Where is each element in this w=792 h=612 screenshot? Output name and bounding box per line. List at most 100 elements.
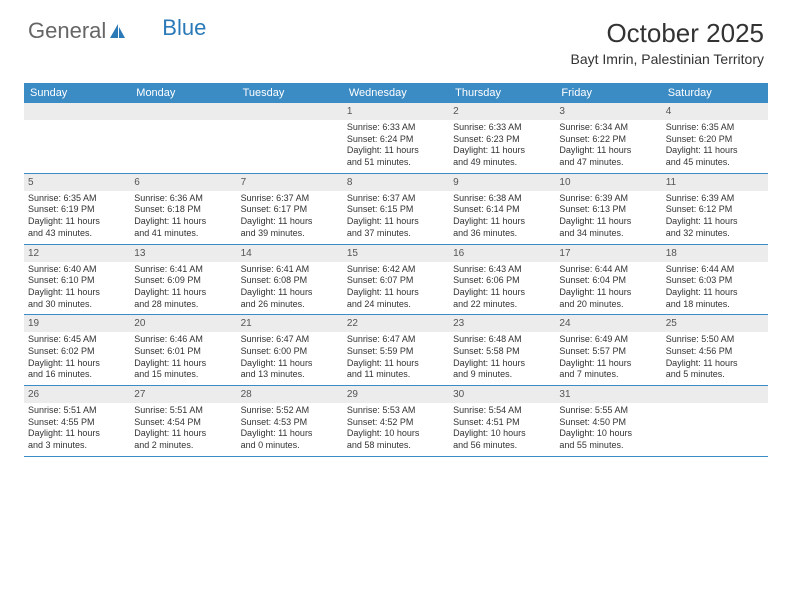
- day-sunset: Sunset: 4:54 PM: [134, 417, 232, 429]
- day-daylight2: and 39 minutes.: [241, 228, 339, 240]
- calendar-day: [662, 386, 768, 456]
- day-sunset: Sunset: 4:53 PM: [241, 417, 339, 429]
- day-daylight2: and 16 minutes.: [28, 369, 126, 381]
- day-daylight2: and 13 minutes.: [241, 369, 339, 381]
- day-details: Sunrise: 6:38 AMSunset: 6:14 PMDaylight:…: [449, 191, 555, 244]
- weekday-label: Friday: [555, 83, 661, 103]
- day-daylight2: and 36 minutes.: [453, 228, 551, 240]
- day-details: Sunrise: 5:50 AMSunset: 4:56 PMDaylight:…: [662, 332, 768, 385]
- day-details: Sunrise: 6:40 AMSunset: 6:10 PMDaylight:…: [24, 262, 130, 315]
- day-number: 7: [237, 174, 343, 191]
- day-number: 18: [662, 245, 768, 262]
- day-details: Sunrise: 6:35 AMSunset: 6:20 PMDaylight:…: [662, 120, 768, 173]
- day-sunrise: Sunrise: 6:43 AM: [453, 264, 551, 276]
- day-daylight1: Daylight: 11 hours: [241, 287, 339, 299]
- day-daylight2: and 32 minutes.: [666, 228, 764, 240]
- day-details: Sunrise: 6:49 AMSunset: 5:57 PMDaylight:…: [555, 332, 661, 385]
- day-sunset: Sunset: 6:19 PM: [28, 204, 126, 216]
- day-sunrise: Sunrise: 6:47 AM: [347, 334, 445, 346]
- day-sunset: Sunset: 6:04 PM: [559, 275, 657, 287]
- day-sunrise: Sunrise: 5:55 AM: [559, 405, 657, 417]
- day-daylight1: Daylight: 10 hours: [453, 428, 551, 440]
- day-number: 27: [130, 386, 236, 403]
- day-number: 24: [555, 315, 661, 332]
- day-number: 14: [237, 245, 343, 262]
- day-number: 6: [130, 174, 236, 191]
- day-sunset: Sunset: 5:58 PM: [453, 346, 551, 358]
- day-daylight1: Daylight: 11 hours: [28, 216, 126, 228]
- day-details: Sunrise: 6:37 AMSunset: 6:17 PMDaylight:…: [237, 191, 343, 244]
- calendar-day: 24Sunrise: 6:49 AMSunset: 5:57 PMDayligh…: [555, 315, 661, 385]
- day-sunset: Sunset: 4:56 PM: [666, 346, 764, 358]
- calendar-day: 14Sunrise: 6:41 AMSunset: 6:08 PMDayligh…: [237, 245, 343, 315]
- day-number: 16: [449, 245, 555, 262]
- day-details: Sunrise: 6:34 AMSunset: 6:22 PMDaylight:…: [555, 120, 661, 173]
- day-sunrise: Sunrise: 6:39 AM: [666, 193, 764, 205]
- day-sunset: Sunset: 5:57 PM: [559, 346, 657, 358]
- day-number: 5: [24, 174, 130, 191]
- day-details: Sunrise: 6:37 AMSunset: 6:15 PMDaylight:…: [343, 191, 449, 244]
- day-daylight1: Daylight: 11 hours: [453, 145, 551, 157]
- day-number: 1: [343, 103, 449, 120]
- logo-text-blue: Blue: [162, 15, 206, 41]
- day-number: 26: [24, 386, 130, 403]
- day-sunset: Sunset: 6:13 PM: [559, 204, 657, 216]
- calendar-week: 19Sunrise: 6:45 AMSunset: 6:02 PMDayligh…: [24, 315, 768, 386]
- day-number: 23: [449, 315, 555, 332]
- calendar-day: 30Sunrise: 5:54 AMSunset: 4:51 PMDayligh…: [449, 386, 555, 456]
- day-sunset: Sunset: 6:12 PM: [666, 204, 764, 216]
- calendar-day: [237, 103, 343, 173]
- calendar-day: 28Sunrise: 5:52 AMSunset: 4:53 PMDayligh…: [237, 386, 343, 456]
- day-details: Sunrise: 6:39 AMSunset: 6:12 PMDaylight:…: [662, 191, 768, 244]
- day-details: Sunrise: 6:43 AMSunset: 6:06 PMDaylight:…: [449, 262, 555, 315]
- day-number: 2: [449, 103, 555, 120]
- day-sunrise: Sunrise: 5:51 AM: [134, 405, 232, 417]
- day-daylight1: Daylight: 11 hours: [666, 358, 764, 370]
- day-sunrise: Sunrise: 6:42 AM: [347, 264, 445, 276]
- day-sunset: Sunset: 6:18 PM: [134, 204, 232, 216]
- day-details: Sunrise: 5:53 AMSunset: 4:52 PMDaylight:…: [343, 403, 449, 456]
- day-daylight1: Daylight: 11 hours: [666, 287, 764, 299]
- calendar-day: 7Sunrise: 6:37 AMSunset: 6:17 PMDaylight…: [237, 174, 343, 244]
- day-daylight2: and 49 minutes.: [453, 157, 551, 169]
- day-number: 11: [662, 174, 768, 191]
- day-number: [237, 103, 343, 120]
- day-number: 22: [343, 315, 449, 332]
- day-daylight1: Daylight: 10 hours: [347, 428, 445, 440]
- day-sunset: Sunset: 6:23 PM: [453, 134, 551, 146]
- weekday-label: Sunday: [24, 83, 130, 103]
- day-daylight2: and 22 minutes.: [453, 299, 551, 311]
- day-number: 10: [555, 174, 661, 191]
- weekday-label: Tuesday: [237, 83, 343, 103]
- day-daylight2: and 30 minutes.: [28, 299, 126, 311]
- day-details: Sunrise: 5:52 AMSunset: 4:53 PMDaylight:…: [237, 403, 343, 456]
- title-block: October 2025 Bayt Imrin, Palestinian Ter…: [571, 18, 764, 67]
- day-sunrise: Sunrise: 6:37 AM: [347, 193, 445, 205]
- day-number: 9: [449, 174, 555, 191]
- calendar-day: 13Sunrise: 6:41 AMSunset: 6:09 PMDayligh…: [130, 245, 236, 315]
- day-details: Sunrise: 5:51 AMSunset: 4:55 PMDaylight:…: [24, 403, 130, 456]
- calendar-day: 6Sunrise: 6:36 AMSunset: 6:18 PMDaylight…: [130, 174, 236, 244]
- day-daylight1: Daylight: 11 hours: [559, 145, 657, 157]
- day-number: 20: [130, 315, 236, 332]
- day-sunrise: Sunrise: 6:35 AM: [666, 122, 764, 134]
- calendar-day: 3Sunrise: 6:34 AMSunset: 6:22 PMDaylight…: [555, 103, 661, 173]
- calendar-day: 12Sunrise: 6:40 AMSunset: 6:10 PMDayligh…: [24, 245, 130, 315]
- calendar-week: 1Sunrise: 6:33 AMSunset: 6:24 PMDaylight…: [24, 103, 768, 174]
- day-daylight1: Daylight: 11 hours: [28, 287, 126, 299]
- day-number: 31: [555, 386, 661, 403]
- day-daylight1: Daylight: 11 hours: [453, 358, 551, 370]
- day-sunset: Sunset: 6:22 PM: [559, 134, 657, 146]
- day-sunrise: Sunrise: 6:34 AM: [559, 122, 657, 134]
- day-daylight2: and 9 minutes.: [453, 369, 551, 381]
- weekday-label: Wednesday: [343, 83, 449, 103]
- day-daylight1: Daylight: 11 hours: [134, 216, 232, 228]
- day-daylight2: and 41 minutes.: [134, 228, 232, 240]
- day-daylight2: and 18 minutes.: [666, 299, 764, 311]
- calendar-day: 16Sunrise: 6:43 AMSunset: 6:06 PMDayligh…: [449, 245, 555, 315]
- calendar-day: 9Sunrise: 6:38 AMSunset: 6:14 PMDaylight…: [449, 174, 555, 244]
- calendar-day: 29Sunrise: 5:53 AMSunset: 4:52 PMDayligh…: [343, 386, 449, 456]
- weekday-label: Thursday: [449, 83, 555, 103]
- day-details: Sunrise: 6:39 AMSunset: 6:13 PMDaylight:…: [555, 191, 661, 244]
- day-daylight2: and 37 minutes.: [347, 228, 445, 240]
